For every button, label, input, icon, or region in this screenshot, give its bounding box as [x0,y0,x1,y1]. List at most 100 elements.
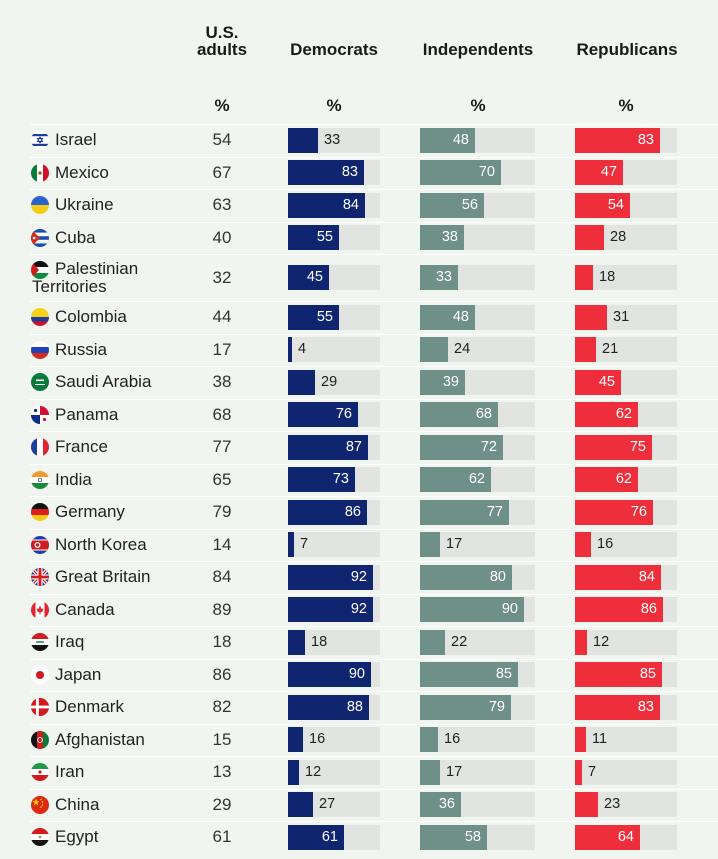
democrats-bar-track: 16 [288,727,380,753]
us-adults-value: 67 [212,162,232,182]
republicans-value-label: 75 [629,438,646,455]
republicans-value-label: 83 [637,698,654,715]
republicans-bar-track: 75 [575,434,677,460]
independents-bar [420,225,464,251]
independents-value-label: 80 [489,568,506,585]
us-adults-value: 79 [212,502,232,522]
democrats-bar-track: 92 [288,564,380,590]
country-label-israel: Israel [55,130,97,150]
republicans-value-label: 76 [630,503,647,520]
independents-value-label: 33 [435,269,452,285]
us-adults-value: 38 [212,372,232,392]
republicans-value-label: 16 [597,536,614,553]
country-label-india: India [55,469,92,489]
independents-value-label: 58 [464,828,481,845]
us-adults-value: 29 [212,794,232,814]
table-row: Colombia 44 55 48 31 [0,301,718,334]
table-row: Russia 17 4 24 21 [0,333,718,367]
row-divider [30,366,718,367]
democrats-bar [288,564,373,590]
independents-value-label: 39 [442,373,459,390]
us-adults-header: U.S. adults [196,23,248,59]
democrats-bar-track: 86 [288,499,380,525]
table-row: China 29 27 36 23 [0,788,718,822]
independents-bar-track: 77 [420,499,535,525]
country-label-line: Territories [32,277,107,296]
democrats-value-label: 61 [321,828,338,845]
us-adults-value: 77 [212,437,232,457]
table-row: Iraq 18 18 22 12 [0,626,718,659]
independents-bar [420,467,491,493]
democrats-bar [288,127,318,153]
democrats-bar-track: 73 [288,467,380,493]
palestine-flag-icon [31,261,49,279]
republicans-value-label: 12 [593,633,610,650]
democrats-value-label: 4 [298,341,307,358]
republicans-value-label: 54 [607,196,624,213]
us-adults-value: 17 [212,339,232,359]
independents-bar [420,759,440,785]
republicans-bar-track: 28 [575,225,677,251]
row-divider [30,691,718,692]
republicans-bar [575,337,596,363]
democrats-bar [288,160,364,186]
republicans-bar-track: 76 [575,499,677,525]
democrats-bar [288,597,373,623]
republicans-bar [575,304,607,330]
us-adults-value: 61 [212,827,232,847]
democrats-value-label: 87 [345,438,362,455]
country-label-iraq: Iraq [55,632,85,652]
table-row: Canada 89 92 90 86 [0,593,718,627]
israel-flag-icon [31,131,49,150]
egypt-flag-icon [31,828,49,847]
mexico-flag-icon [31,163,49,182]
independents-bar-track: 70 [420,160,535,186]
country-label-colombia: Colombia [55,307,127,327]
us-adults-value: 44 [212,307,232,327]
democrats-bar-track: 61 [288,824,380,850]
democrats-bar-track: 83 [288,160,380,186]
republicans-value-label: 21 [602,341,619,358]
country-label-cuba: Cuba [55,227,96,247]
republicans-bar-track: 64 [575,824,677,850]
independents-bar-track: 68 [420,402,535,428]
table-row: India 65 73 62 62 [0,463,718,497]
republicans-bar-track: 11 [575,727,677,753]
independents-bar-track: 48 [420,127,535,153]
china-flag-icon [31,795,49,814]
republicans-bar-track: 23 [575,792,677,818]
row-divider [30,723,718,725]
democrats-bar-track: 27 [288,792,380,818]
iraq-flag-icon [31,633,49,652]
democrats-value-label: 12 [305,763,322,780]
democrats-bar-track: 18 [288,629,380,655]
japan-flag-icon [31,665,49,684]
country-label-ukraine: Ukraine [55,195,114,215]
canada-flag-icon [31,600,49,619]
republicans-value-label: 85 [639,666,656,683]
republicans-bar-track: 18 [575,265,677,290]
republicans-bar [575,434,652,460]
table-row: Mexico 67 83 70 47 [0,156,718,190]
row-divider [30,626,718,627]
republicans-value-label: 47 [600,164,617,181]
republicans-bar [575,467,638,493]
independents-bar [420,629,445,655]
republicans-bar-track: 84 [575,564,677,590]
us-adults-value: 84 [212,567,232,587]
country-label-panama: Panama [55,404,119,424]
republicans-value-label: 64 [617,828,634,845]
country-label-mexico: Mexico [55,162,109,182]
democrats-value-label: 84 [342,196,359,213]
table-row: Germany 79 86 77 76 [0,496,718,529]
table-row: Great Britain 84 92 80 84 [0,561,718,594]
independents-bar [420,499,509,525]
row-divider [30,333,718,335]
republicans-bar-track: 62 [575,402,677,428]
independents-value-label: 48 [452,131,469,148]
independents-bar [420,304,475,330]
democrats-value-label: 45 [306,269,323,285]
independents-value-label: 22 [451,633,468,650]
republicans-bar [575,402,638,428]
democrats-bar-track: 55 [288,225,380,251]
